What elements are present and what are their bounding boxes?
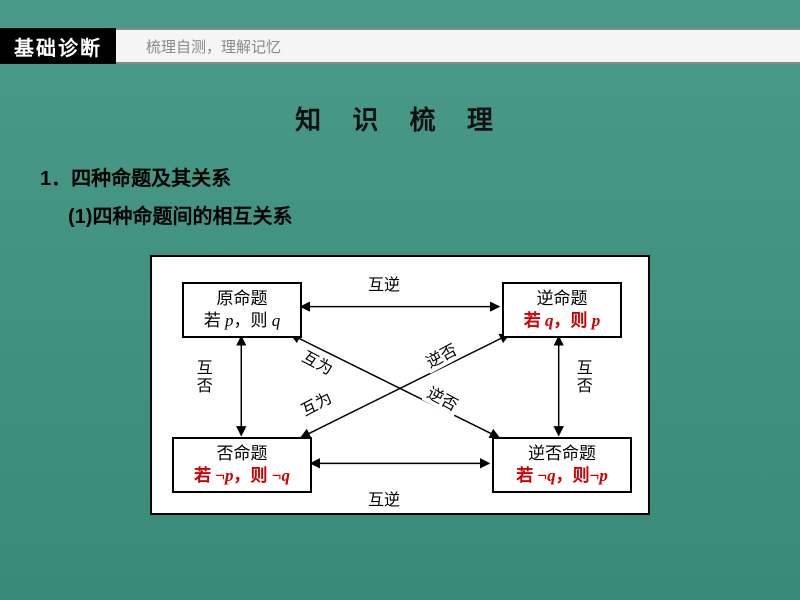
node-inverse: 否命题若 ¬p，则 ¬q [172,437,312,493]
edge-label: 互逆 [366,492,402,510]
main-title: 知 识 梳 理 [0,100,800,137]
node-formula: 若 ¬q，则¬p [500,465,624,487]
edge-label: 互否 [191,359,213,395]
node-title: 否命题 [180,443,304,465]
node-original: 原命题若 p，则 q [182,282,302,338]
node-title: 原命题 [190,288,294,310]
relations-diagram: 原命题若 p，则 q 逆命题若 q，则 p 否命题若 ¬p，则 ¬q 逆否命题若… [150,255,650,515]
node-title: 逆命题 [510,288,614,310]
section-number: 1． [40,168,71,190]
section-heading: 四种命题及其关系 [71,168,231,190]
node-contrapositive: 逆否命题若 ¬q，则¬p [492,437,632,493]
header-subtitle: 梳理自测，理解记忆 [146,36,281,57]
node-converse: 逆命题若 q，则 p [502,282,622,338]
header-bar: 基础诊断 梳理自测，理解记忆 [0,28,800,64]
node-title: 逆否命题 [500,443,624,465]
section-text: 1．四种命题及其关系 (1)四种命题间的相互关系 [40,160,292,236]
header-title: 基础诊断 [0,28,116,64]
node-formula: 若 q，则 p [510,310,614,332]
section-sub: (1)四种命题间的相互关系 [68,206,292,228]
node-formula: 若 p，则 q [190,310,294,332]
edge-label: 互逆 [366,277,402,295]
node-formula: 若 ¬p，则 ¬q [180,465,304,487]
edge-label: 互否 [571,359,593,395]
